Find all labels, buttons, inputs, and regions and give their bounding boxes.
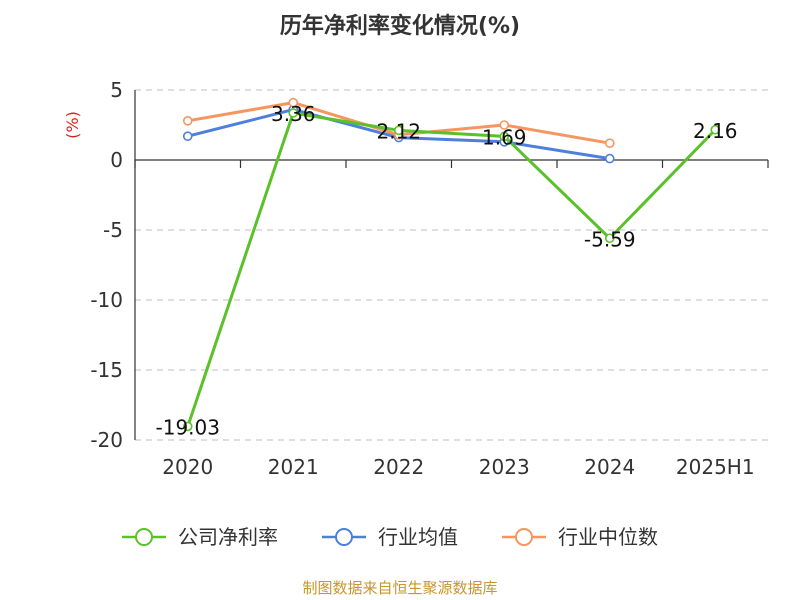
legend: 公司净利率 行业均值 行业中位数 (122, 525, 658, 549)
data-point (288, 108, 299, 118)
data-point (499, 131, 510, 142)
data-labels: -19.03 3.36 2.12 1.69 -5.59 2.16 (156, 102, 738, 439)
data-point (182, 116, 193, 126)
axes: 5 0 -5 -10 -15 -20 2020 2021 2022 2023 2024 2025H1 (90, 78, 769, 479)
x-tick-label: 2023 (479, 455, 530, 479)
y-axis-label: (%) (63, 111, 82, 139)
data-point (604, 138, 615, 148)
data-point (604, 233, 615, 244)
data-point (288, 97, 299, 108)
data-label: -19.03 (156, 415, 220, 439)
legend-label: 行业均值 (378, 525, 458, 549)
legend-marker (335, 528, 353, 546)
data-label: -5.59 (584, 227, 636, 251)
x-tick-label: 2022 (373, 455, 424, 479)
legend-label: 行业中位数 (558, 525, 658, 549)
data-label: 3.36 (271, 102, 316, 126)
data-point (604, 153, 615, 164)
x-tick-label: 2020 (162, 455, 213, 479)
y-tick-label: -15 (90, 358, 123, 382)
x-tick-label: 2025H1 (676, 455, 755, 479)
y-tick-label: 5 (110, 78, 123, 102)
legend-marker (135, 528, 153, 546)
data-point (182, 421, 193, 432)
data-point (182, 131, 193, 141)
data-point (393, 125, 404, 136)
grid-lines (135, 89, 768, 441)
legend-marker (515, 528, 533, 546)
series-layer (182, 97, 721, 432)
source-note: 制图数据来自恒生聚源数据库 (302, 579, 497, 597)
data-label: 2.12 (376, 119, 421, 143)
legend-label: 公司净利率 (178, 525, 278, 549)
x-tick-label: 2024 (584, 455, 635, 479)
y-tick-label: -20 (90, 428, 123, 452)
data-point (499, 120, 510, 130)
data-label: 1.69 (482, 125, 527, 149)
series-line (186, 111, 717, 427)
x-tick-label: 2021 (268, 455, 319, 479)
y-tick-label: -5 (103, 218, 123, 242)
y-tick-label: 0 (110, 148, 123, 172)
data-point (710, 124, 721, 135)
data-label: 2.16 (693, 119, 738, 143)
y-tick-label: -10 (90, 288, 123, 312)
chart-title: 历年净利率变化情况(%) (280, 13, 520, 39)
